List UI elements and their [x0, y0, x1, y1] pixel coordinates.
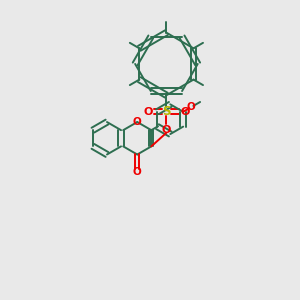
- Text: O: O: [162, 125, 171, 135]
- Text: O: O: [133, 117, 142, 127]
- Text: S: S: [162, 105, 171, 118]
- Text: O: O: [180, 107, 190, 117]
- Text: O: O: [143, 107, 153, 117]
- Text: O: O: [186, 103, 195, 112]
- Text: O: O: [133, 167, 142, 178]
